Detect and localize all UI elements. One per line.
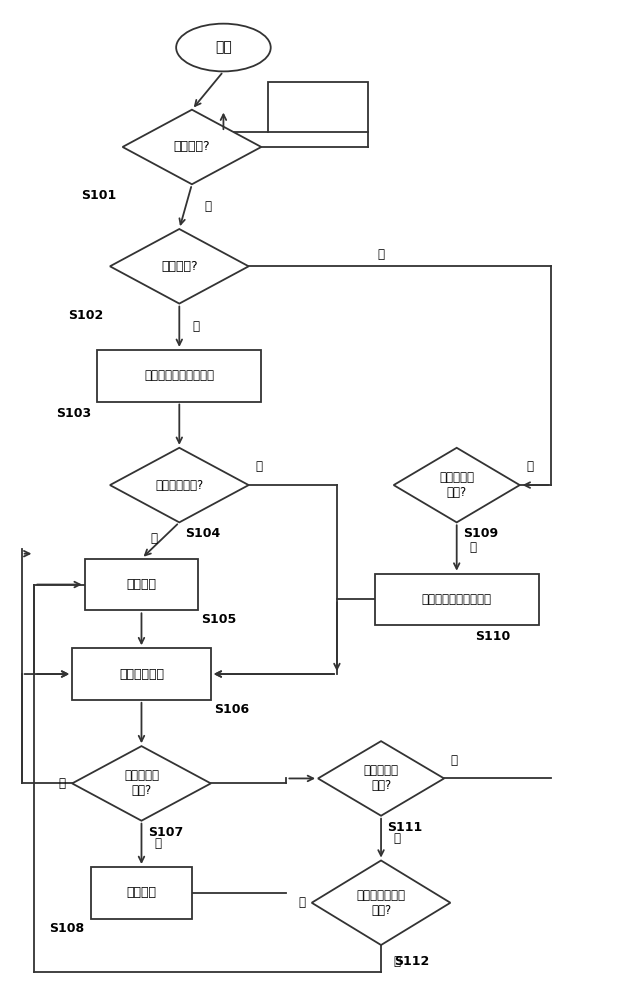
Polygon shape bbox=[123, 110, 261, 184]
Text: 维护模式?: 维护模式? bbox=[161, 260, 198, 273]
Text: 是: 是 bbox=[378, 248, 385, 261]
Text: 开始: 开始 bbox=[215, 41, 232, 55]
Text: S106: S106 bbox=[214, 703, 249, 716]
Text: S112: S112 bbox=[394, 955, 429, 968]
FancyBboxPatch shape bbox=[91, 867, 192, 919]
FancyBboxPatch shape bbox=[97, 350, 261, 402]
Text: 全部锍子原点位置调整: 全部锍子原点位置调整 bbox=[422, 593, 492, 606]
Text: 全部锍子原点位置调整: 全部锍子原点位置调整 bbox=[144, 369, 214, 382]
Text: 否: 否 bbox=[394, 832, 401, 845]
FancyBboxPatch shape bbox=[85, 559, 198, 610]
FancyBboxPatch shape bbox=[72, 648, 211, 700]
Polygon shape bbox=[312, 860, 450, 945]
Ellipse shape bbox=[176, 24, 271, 71]
Text: S101: S101 bbox=[81, 189, 116, 202]
Text: S109: S109 bbox=[463, 527, 498, 540]
Text: 是: 是 bbox=[450, 754, 457, 767]
Text: 是: 是 bbox=[151, 532, 158, 545]
Text: 切换为维护
模式?: 切换为维护 模式? bbox=[364, 764, 399, 792]
Text: 否: 否 bbox=[59, 777, 66, 790]
Text: 切换为卷取运转
模式?: 切换为卷取运转 模式? bbox=[357, 889, 406, 917]
Text: 卷取开始: 卷取开始 bbox=[127, 578, 156, 591]
Text: S103: S103 bbox=[56, 407, 91, 420]
Text: S108: S108 bbox=[50, 922, 85, 935]
Text: 卷取停止: 卷取停止 bbox=[127, 886, 156, 899]
Text: 是: 是 bbox=[205, 200, 212, 213]
Polygon shape bbox=[72, 746, 211, 821]
Polygon shape bbox=[318, 741, 444, 816]
Text: 是: 是 bbox=[394, 955, 401, 968]
Polygon shape bbox=[110, 229, 249, 304]
Text: S111: S111 bbox=[387, 821, 422, 834]
Text: 是: 是 bbox=[469, 541, 476, 554]
Text: 通电确认?: 通电确认? bbox=[174, 140, 211, 153]
FancyBboxPatch shape bbox=[268, 82, 368, 132]
Text: S105: S105 bbox=[202, 613, 237, 626]
Polygon shape bbox=[110, 448, 249, 522]
Text: 否: 否 bbox=[298, 896, 305, 909]
Text: 否: 否 bbox=[526, 460, 533, 473]
Text: 卷取运转模式?: 卷取运转模式? bbox=[155, 479, 204, 492]
Text: 否: 否 bbox=[192, 320, 199, 333]
Text: 卷取继续动作: 卷取继续动作 bbox=[119, 668, 164, 681]
Polygon shape bbox=[394, 448, 520, 522]
Text: S102: S102 bbox=[69, 309, 104, 322]
Text: 是: 是 bbox=[154, 837, 161, 850]
Text: S104: S104 bbox=[186, 527, 221, 540]
FancyBboxPatch shape bbox=[375, 574, 539, 625]
Text: 否: 否 bbox=[255, 460, 262, 473]
Text: 切换为停止
模式?: 切换为停止 模式? bbox=[124, 769, 159, 797]
Text: S107: S107 bbox=[148, 826, 183, 839]
Text: S110: S110 bbox=[476, 630, 511, 643]
Text: 切换为停止
模式?: 切换为停止 模式? bbox=[439, 471, 474, 499]
